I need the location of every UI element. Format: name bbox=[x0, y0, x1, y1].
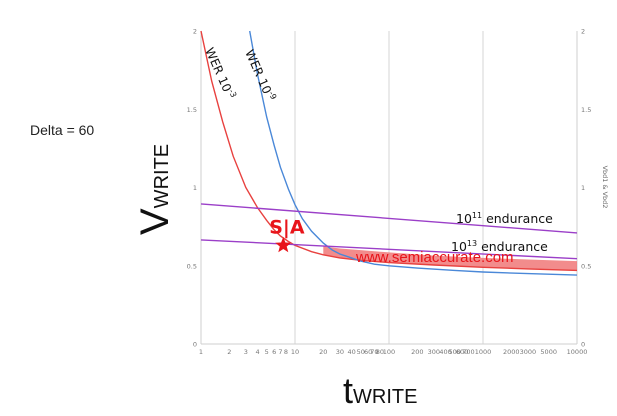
x-tick-label: 4 bbox=[256, 348, 260, 356]
x-tick-label: 6 bbox=[272, 348, 276, 356]
series-line-1 bbox=[249, 30, 578, 276]
y2-tick-label: 1.5 bbox=[581, 106, 591, 114]
x-tick-label: 10000 bbox=[567, 348, 588, 356]
y2-axis-label: Vbd1 & Vbd2 bbox=[601, 166, 609, 209]
x-axis-label: tWRITE bbox=[343, 370, 417, 411]
x-axis-label-base: t bbox=[343, 370, 353, 411]
y2-tick-label: 1 bbox=[581, 184, 585, 192]
x-tick-label: 1000 bbox=[475, 348, 492, 356]
x-tick-label: 3 bbox=[244, 348, 248, 356]
x-tick-label: 400 bbox=[439, 348, 451, 356]
y2-tick-label: 0 bbox=[581, 341, 585, 349]
x-tick-label: 70 bbox=[370, 348, 378, 356]
series-line-0 bbox=[200, 30, 578, 272]
x-tick-label: 600 bbox=[456, 348, 468, 356]
x-tick-label: 700 bbox=[462, 348, 474, 356]
y-tick-label: 2 bbox=[193, 28, 197, 36]
x-tick-label: 30 bbox=[336, 348, 344, 356]
x-tick-label: 2000 bbox=[503, 348, 520, 356]
x-tick-label: 300 bbox=[428, 348, 440, 356]
x-axis-label-sub: WRITE bbox=[353, 386, 417, 408]
axes bbox=[200, 31, 578, 345]
x-tick-label: 1 bbox=[199, 348, 203, 356]
x-tick-label: 500 bbox=[448, 348, 460, 356]
series-label-endurance-13: 1013 endurance bbox=[451, 239, 548, 254]
x-tick-label: 40 bbox=[347, 348, 355, 356]
y-axis-label: VWRITE bbox=[133, 144, 177, 235]
x-tick-label: 7 bbox=[278, 348, 282, 356]
x-tick-label: 5000 bbox=[540, 348, 557, 356]
x-tick-label: 5 bbox=[265, 348, 269, 356]
x-tick-label: 10 bbox=[291, 348, 299, 356]
band-layer bbox=[323, 246, 577, 271]
x-tick-label: 200 bbox=[411, 348, 423, 356]
y-axis-label-sub: WRITE bbox=[151, 144, 173, 208]
y2-tick-label: 0.5 bbox=[581, 262, 591, 270]
x-tick-label: 2 bbox=[227, 348, 231, 356]
x-tick-label: 60 bbox=[364, 348, 372, 356]
series-line-3 bbox=[200, 239, 578, 260]
marker-label: S|A bbox=[269, 216, 305, 238]
x-tick-label: 100 bbox=[383, 348, 395, 356]
series-label-wer-9: WER 10-9 bbox=[242, 47, 278, 103]
y-axis-label-base: V bbox=[133, 208, 177, 235]
series-label-wer-3: WER 10-3 bbox=[202, 45, 238, 101]
x-tick-label: 50 bbox=[357, 348, 365, 356]
y-tick-label: 1.5 bbox=[187, 106, 197, 114]
y-tick-label: 1 bbox=[193, 184, 197, 192]
y-tick-label: 0 bbox=[193, 341, 197, 349]
series-layer bbox=[200, 30, 578, 276]
watermark: www.semiaccurate.com bbox=[355, 249, 514, 266]
note-label: Delta = 60 bbox=[30, 122, 94, 138]
shaded-band bbox=[323, 246, 577, 271]
marker-star bbox=[275, 236, 292, 253]
x-tick-label: 20 bbox=[319, 348, 327, 356]
marker-layer: S|A bbox=[269, 216, 305, 253]
label-layer: WER 10-3 WER 10-9 1011 endurance 1013 endur… bbox=[202, 45, 553, 254]
x-tick-label: 3000 bbox=[520, 348, 537, 356]
x-tick-label: 80 bbox=[376, 348, 384, 356]
x-tick-label: 8 bbox=[284, 348, 288, 356]
y-tick-label: 0.5 bbox=[187, 262, 197, 270]
grid bbox=[294, 31, 484, 344]
series-label-endurance-11: 1011 endurance bbox=[456, 211, 553, 226]
series-line-2 bbox=[200, 203, 578, 234]
y2-tick-label: 2 bbox=[581, 28, 585, 36]
